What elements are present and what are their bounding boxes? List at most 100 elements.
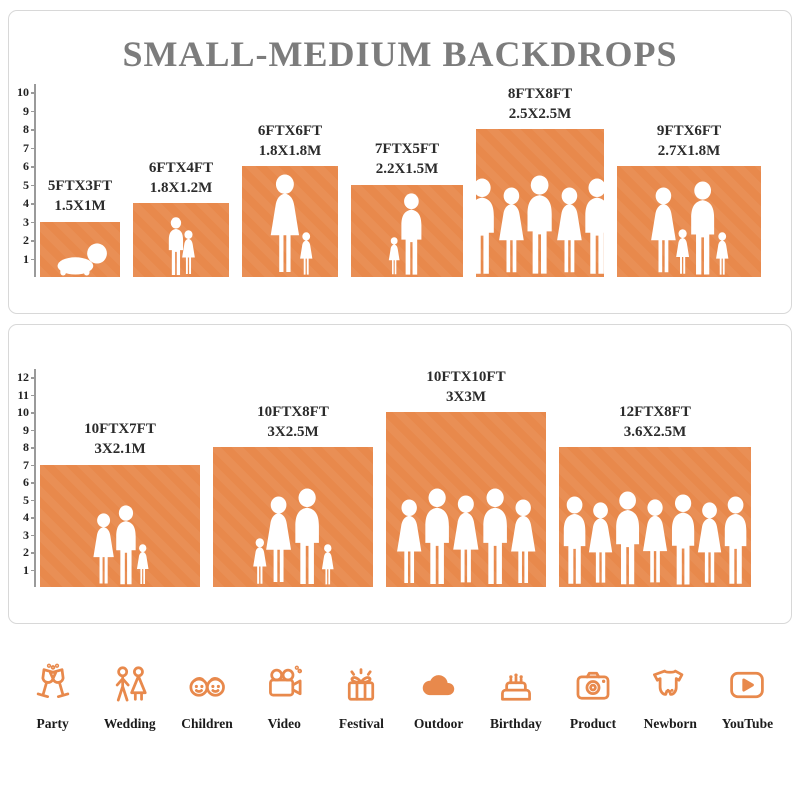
silhouette-group	[242, 174, 338, 276]
man-silhouette	[527, 175, 553, 274]
woman-silhouette	[453, 495, 479, 583]
video-icon	[262, 663, 306, 707]
birthday-icon	[494, 663, 538, 707]
backdrop-size-label: 6FTX6FT 1.8X1.8M	[258, 121, 322, 162]
silhouette-group	[386, 488, 546, 586]
outdoor-icon	[417, 663, 461, 707]
woman-silhouette	[511, 498, 536, 583]
axis-tick: 1	[23, 562, 35, 577]
woman-silhouette	[651, 187, 676, 273]
axis-tick: 12	[17, 370, 35, 384]
party-icon	[31, 663, 75, 707]
backdrop-size-label: 7FTX5FT 2.2X1.5M	[375, 139, 439, 180]
backdrop-rect	[40, 464, 200, 587]
size-ft-label: 10FTX8FT	[257, 403, 329, 420]
woman-silhouette	[556, 187, 582, 273]
backdrop-block: 10FTX10FT 3X3M	[386, 367, 546, 587]
woman-silhouette	[396, 498, 421, 583]
backdrop-block: 9FTX6FT 2.7X1.8M	[617, 121, 761, 277]
girl-silhouette	[676, 229, 690, 275]
axis-tick: 7	[23, 457, 35, 472]
axis-tick: 1	[23, 251, 35, 266]
backdrop-rect	[133, 203, 229, 277]
girl-silhouette	[182, 230, 196, 275]
man-silhouette	[295, 488, 320, 585]
panel-small-backdrops: SMALL-MEDIUM BACKDROPS 1 2 3 4 5 6 7 8 9 10 5FTX3…	[8, 10, 792, 314]
silhouette-group	[40, 242, 120, 276]
size-m-label: 2.7X1.8M	[657, 142, 721, 159]
panel-medium-backdrops: 1 2 3 4 5 6 7 8 9 10 11 12 10FTX7FT 3X2.1M 10FTX8FT 3X…	[8, 324, 792, 624]
size-ft-label: 8FTX8FT	[507, 85, 573, 102]
category-product: Product	[554, 663, 631, 732]
backdrop-block: 8FTX8FT 2.5X2.5M	[470, 84, 610, 277]
category-children: Children	[168, 663, 245, 732]
axis-tick: 10	[17, 85, 35, 99]
backdrop-rect	[617, 166, 761, 277]
backdrop-size-label: 10FTX10FT 3X3M	[426, 367, 505, 408]
man-silhouette	[483, 488, 507, 585]
size-m-label: 3X2.5M	[267, 423, 319, 440]
category-label: Festival	[338, 716, 384, 731]
silhouette-group	[213, 488, 373, 586]
axis-tick: 8	[23, 122, 35, 136]
size-m-label: 2.2X1.5M	[375, 161, 439, 178]
category-label: Product	[569, 716, 617, 731]
newborn-icon	[648, 663, 692, 707]
man-silhouette	[116, 505, 136, 585]
backdrop-rect	[242, 166, 338, 277]
silhouette-group	[559, 491, 751, 586]
festival-icon	[339, 663, 383, 707]
axis-tick: 5	[23, 492, 35, 507]
category-youtube: YouTube	[709, 663, 786, 732]
category-birthday: Birthday	[477, 663, 554, 732]
y-axis-medium: 1 2 3 4 5 6 7 8 9 10 11 12	[17, 369, 36, 587]
category-row: Party Wedding Children Video Festival Outdoor…	[14, 663, 786, 732]
size-m-label: 1.8X1.8M	[258, 142, 322, 159]
backdrop-size-label: 9FTX6FT 2.7X1.8M	[657, 121, 721, 162]
y-axis-small: 1 2 3 4 5 6 7 8 9 10	[17, 84, 36, 277]
size-ft-label: 6FTX4FT	[148, 159, 214, 176]
category-label: Party	[36, 716, 69, 731]
youtube-icon	[725, 663, 769, 707]
backdrop-rect	[470, 129, 610, 277]
backdrop-rect	[351, 184, 463, 277]
backdrop-size-label: 12FTX8FT 3.6X2.5M	[619, 402, 691, 443]
girl-silhouette	[299, 231, 313, 275]
axis-tick: 4	[23, 510, 35, 524]
category-label: Children	[181, 716, 233, 731]
size-ft-label: 5FTX3FT	[47, 178, 113, 194]
girl-silhouette	[716, 231, 729, 275]
category-label: YouTube	[721, 716, 774, 731]
girl-silhouette	[321, 544, 334, 585]
silhouette-group	[470, 175, 610, 276]
woman-silhouette	[498, 187, 524, 273]
backdrop-block: 10FTX7FT 3X2.1M	[40, 419, 200, 587]
axis-tick: 2	[23, 545, 35, 559]
backdrop-size-label: 10FTX8FT 3X2.5M	[257, 402, 329, 443]
axis-tick: 6	[23, 159, 35, 173]
silhouette-group	[351, 193, 463, 276]
axis-tick: 3	[23, 214, 35, 229]
size-ft-label: 10FTX10FT	[426, 368, 506, 385]
man-silhouette	[470, 178, 495, 275]
woman-silhouette	[270, 174, 299, 272]
boy-silhouette	[168, 217, 183, 275]
woman-silhouette	[643, 499, 668, 583]
backdrop-size-label: 8FTX8FT 2.5X2.5M	[508, 84, 572, 125]
woman-silhouette	[93, 512, 114, 584]
backdrop-chart-small: 5FTX3FT 1.5X1M 6FTX4FT 1.8X1.2M 6FTX6FT 1.8X1…	[40, 84, 761, 277]
category-label: Outdoor	[413, 716, 464, 731]
woman-silhouette	[266, 496, 292, 583]
category-newborn: Newborn	[632, 663, 709, 732]
backdrop-rect	[386, 412, 546, 587]
size-m-label: 1.8X1.2M	[149, 179, 213, 196]
size-m-label: 3.6X2.5M	[623, 423, 687, 440]
size-ft-label: 6FTX6FT	[257, 122, 323, 139]
category-wedding: Wedding	[91, 663, 168, 732]
size-ft-label: 12FTX8FT	[619, 403, 691, 420]
backdrop-size-label: 5FTX3FT 1.5X1M	[48, 176, 112, 217]
man-silhouette	[401, 193, 422, 275]
category-label: Wedding	[103, 716, 156, 731]
axis-tick: 6	[23, 475, 35, 489]
axis-tick: 4	[23, 196, 35, 210]
